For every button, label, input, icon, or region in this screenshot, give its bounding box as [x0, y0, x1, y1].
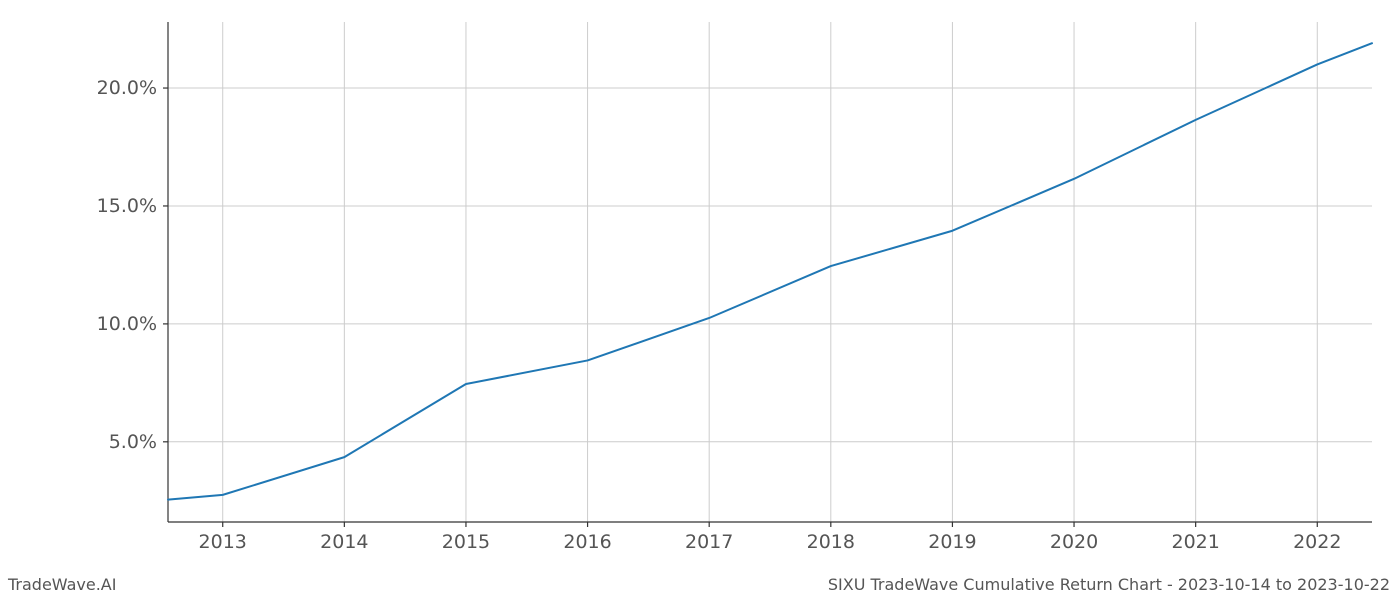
chart-stage: 2013 2014 2015 2016 2017 2018 2019 2020 2021 2022…	[0, 0, 1400, 600]
x-tick-label: 2019	[928, 531, 976, 553]
y-tick-label: 20.0%	[97, 77, 157, 99]
y-tick-label: 5.0%	[109, 431, 157, 453]
x-tick-label: 2022	[1293, 531, 1341, 553]
x-tick-label: 2021	[1171, 531, 1219, 553]
x-tick-label: 2020	[1050, 531, 1098, 553]
x-tick-label: 2014	[320, 531, 368, 553]
y-tick-label: 15.0%	[97, 195, 157, 217]
x-tick-label: 2016	[563, 531, 611, 553]
footer-right-text: SIXU TradeWave Cumulative Return Chart -…	[828, 575, 1390, 594]
x-tick-label: 2015	[442, 531, 490, 553]
plot-area	[168, 22, 1372, 522]
y-tick-label: 10.0%	[97, 313, 157, 335]
x-tick-label: 2018	[807, 531, 855, 553]
plot-svg	[168, 22, 1372, 522]
footer-left-text: TradeWave.AI	[8, 575, 116, 594]
x-tick-label: 2017	[685, 531, 733, 553]
x-tick-label: 2013	[199, 531, 247, 553]
series-line-cumulative_return	[168, 43, 1372, 499]
